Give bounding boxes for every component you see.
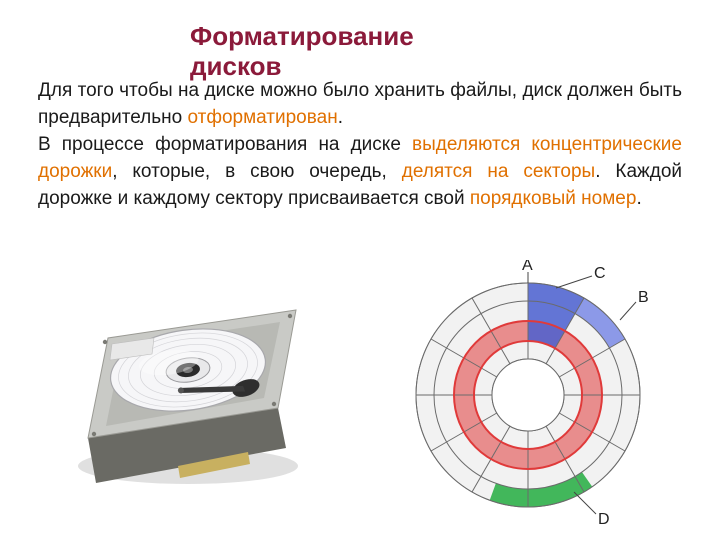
highlight-formatted: отформатирован [187, 107, 337, 128]
page-title: Форматирование дисков [190, 22, 414, 82]
label-C: C [594, 265, 606, 282]
highlight-ordinal: порядковый номер [470, 188, 637, 209]
highlight-sectors: делятся на секторы [402, 161, 595, 182]
text-run: . [636, 188, 641, 209]
label-B: B [638, 289, 649, 306]
label-A: A [522, 260, 533, 274]
title-line-2: дисков [190, 51, 281, 81]
text-run: В процессе форматирования на диске [38, 134, 412, 155]
body-paragraph: Для того чтобы на диске можно было храни… [38, 78, 682, 213]
label-D: D [598, 511, 610, 528]
text-run: Для того чтобы на диске можно было храни… [38, 80, 682, 128]
text-run: , которые, в свою очередь, [112, 161, 402, 182]
hdd-photo [58, 288, 308, 498]
title-line-1: Форматирование [190, 21, 414, 51]
disk-diagram: A C B D [408, 260, 688, 535]
text-run: . [338, 107, 343, 128]
